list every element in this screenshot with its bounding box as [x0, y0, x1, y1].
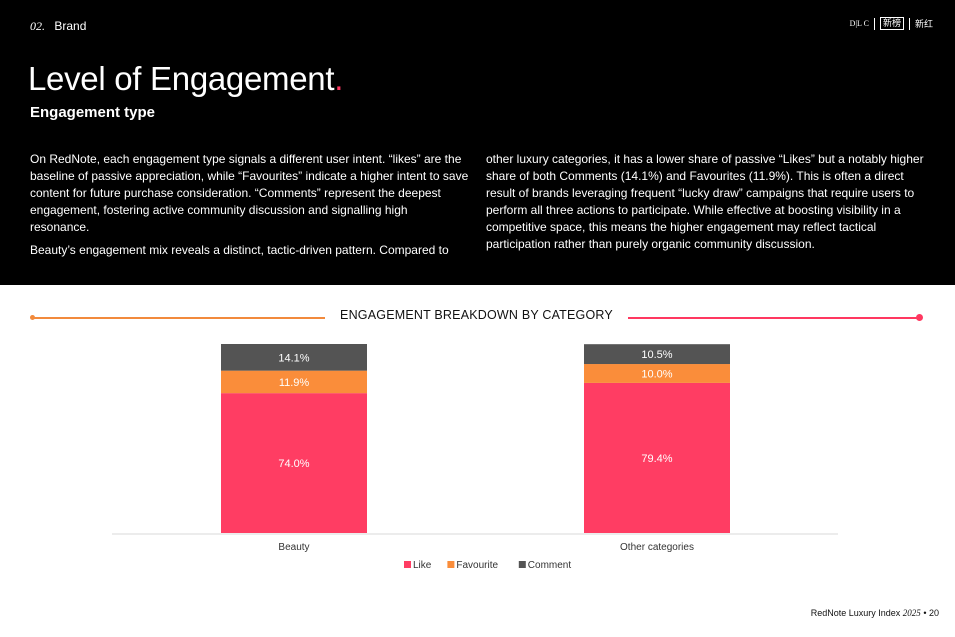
xinhong-logo: 新红	[914, 19, 933, 29]
brand-logos: D|L C 新榜 新红	[850, 17, 933, 30]
legend-label-comment: Comment	[528, 560, 572, 571]
footer-report-name: RedNote Luxury Index	[810, 608, 901, 618]
engagement-chart: 74.0% 11.9% 14.1% Beauty 79.4% 10.0% 10.5% Othe…	[112, 344, 838, 571]
title-dot: .	[334, 60, 344, 97]
footer-separator: •	[923, 608, 927, 618]
section-name: Brand	[54, 19, 87, 33]
footer-year: 2025	[902, 608, 921, 618]
bar-comment	[584, 344, 730, 365]
x-tick-label: Beauty	[278, 542, 309, 553]
hero-banner: 02. Brand D|L C 新榜 新红 Level of Engagemen…	[0, 0, 955, 285]
data-label-favourite: 10.0%	[641, 368, 672, 380]
body-column-left: On RedNote, each engagement type signals…	[30, 151, 470, 265]
page-footer: RedNote Luxury Index 2025 • 20	[811, 608, 939, 618]
bar-like	[584, 382, 730, 533]
dlc-logo: D|L C	[849, 18, 869, 28]
chart-title: ENGAGEMENT BREAKDOWN BY CATEGORY	[340, 308, 613, 322]
section-number: 02.	[30, 19, 45, 33]
xinbang-logo: 新榜	[879, 17, 904, 30]
legend-swatch-like	[404, 561, 411, 568]
body-paragraph: Beauty’s engagement mix reveals a distin…	[30, 243, 449, 257]
data-label-like: 79.4%	[641, 453, 672, 465]
legend-swatch-favourite	[447, 561, 455, 568]
data-label-favourite: 11.9%	[279, 377, 310, 389]
page-title: Level of Engagement.	[28, 60, 343, 98]
chart-header-line-right	[628, 317, 919, 319]
logo-divider	[873, 17, 875, 30]
body-column-right: other luxury categories, it has a lower …	[486, 151, 926, 259]
bar-like	[221, 393, 367, 533]
legend-label-like: Like	[413, 560, 432, 571]
body-paragraph: On RedNote, each engagement type signals…	[30, 152, 469, 234]
bar-comment	[221, 344, 367, 371]
data-label-comment: 10.5%	[641, 349, 672, 361]
chart-header-dot-right	[916, 314, 923, 321]
legend-label-favourite: Favourite	[456, 560, 498, 571]
x-tick-label: Other categories	[620, 542, 694, 553]
data-label-like: 74.0%	[278, 458, 309, 470]
chart-header-line-left	[32, 317, 325, 319]
chart-header: ENGAGEMENT BREAKDOWN BY CATEGORY	[30, 308, 925, 328]
footer-page-number: 20	[928, 608, 939, 618]
bar-favourite	[221, 370, 367, 394]
page-subtitle: Engagement type	[30, 104, 156, 121]
body-paragraph: other luxury categories, it has a lower …	[486, 152, 924, 251]
logo-divider	[908, 17, 910, 30]
bar-favourite	[584, 364, 730, 383]
legend-swatch-comment	[518, 561, 526, 568]
data-label-comment: 14.1%	[278, 352, 309, 364]
page-title-text: Level of Engagement	[28, 60, 335, 97]
section-tag: 02. Brand	[30, 19, 86, 34]
